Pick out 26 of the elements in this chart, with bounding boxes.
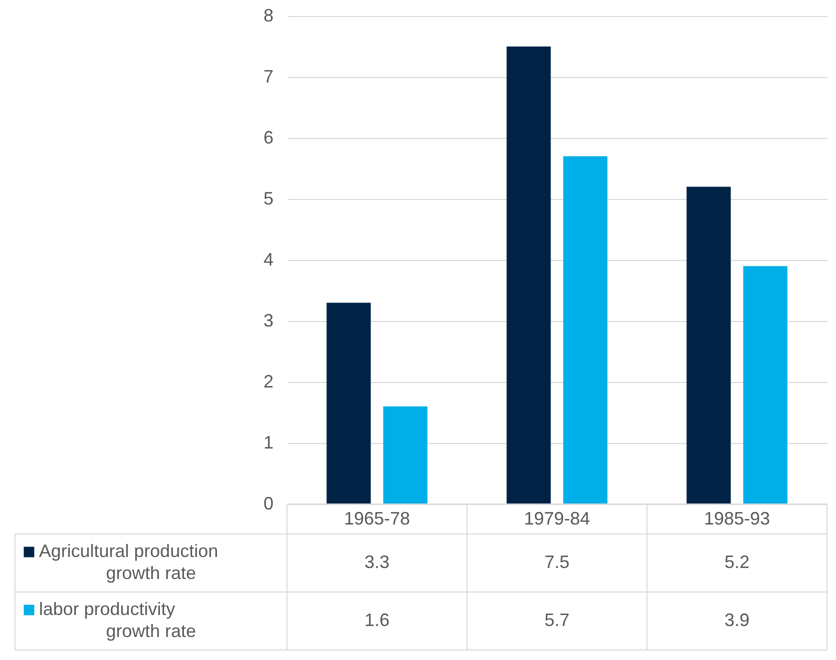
y-tick-label: 7 — [263, 66, 274, 86]
data-label: 5.7 — [544, 610, 570, 630]
bar — [563, 156, 608, 504]
bar — [506, 46, 551, 504]
data-label: 1.6 — [364, 610, 390, 630]
bar — [743, 266, 788, 504]
y-tick-label: 6 — [263, 128, 274, 148]
x-tick-label: 1965-78 — [344, 508, 410, 528]
data-label: 3.3 — [364, 552, 390, 572]
data-label: 3.9 — [724, 610, 750, 630]
x-tick-label: 1985-93 — [704, 508, 770, 528]
y-tick-label: 5 — [263, 188, 274, 208]
y-tick-label: 2 — [263, 372, 274, 392]
y-tick-label: 1 — [263, 432, 274, 452]
bar — [383, 406, 428, 504]
data-label: 7.5 — [544, 552, 570, 572]
data-label: 5.2 — [724, 552, 750, 572]
bar — [326, 302, 371, 504]
bar — [686, 186, 731, 504]
y-tick-label: 8 — [263, 6, 274, 26]
legend-label: labor productivity growth rate — [39, 599, 196, 641]
y-tick-label: 0 — [263, 494, 274, 514]
y-tick-label: 4 — [263, 250, 274, 270]
y-tick-label: 3 — [263, 310, 274, 330]
legend-label: Agricultural production growth rate — [39, 541, 218, 583]
x-tick-label: 1979-84 — [524, 508, 590, 528]
